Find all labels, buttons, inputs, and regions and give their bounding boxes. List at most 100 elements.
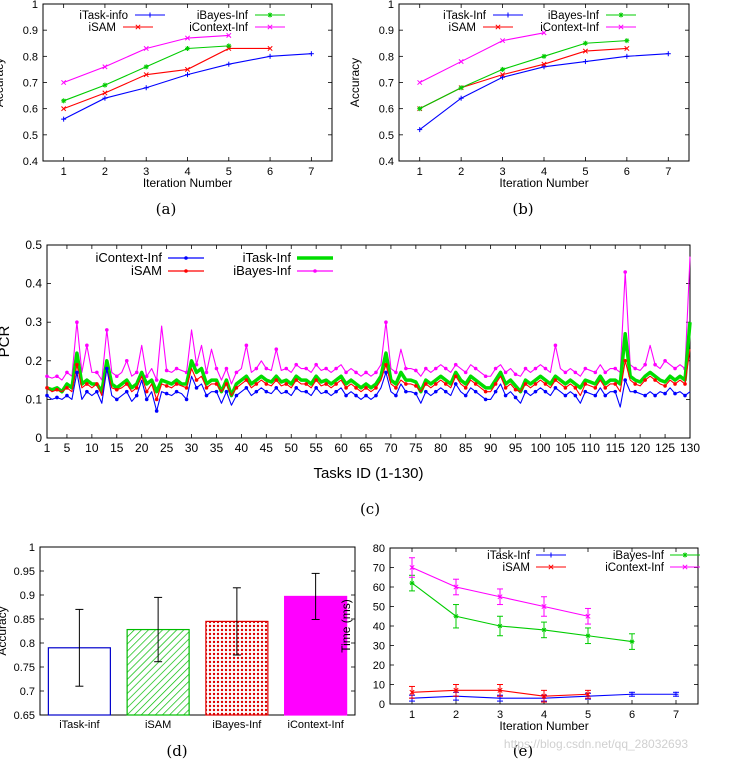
data-point <box>424 366 428 371</box>
data-point <box>244 343 249 348</box>
y-tick-label: 50 <box>373 602 385 614</box>
data-point <box>324 382 328 386</box>
plot-frame <box>42 3 333 162</box>
x-tick-label: 6 <box>629 709 635 721</box>
panel-b: 0.4 0.5 0.6 0.7 0.8 0.9 1 1 2 3 4 5 6 7 Iteration Numb… <box>348 0 690 190</box>
category-label: iBayes-Inf <box>212 719 262 731</box>
data-point <box>75 362 79 367</box>
x-axis-label: Iteration Number <box>143 176 232 190</box>
data-point <box>154 397 159 402</box>
data-point <box>85 343 89 348</box>
data-point <box>585 613 591 619</box>
data-point <box>184 386 189 390</box>
data-point <box>541 603 547 610</box>
data-point <box>364 393 368 398</box>
data-point <box>583 389 588 394</box>
legend-marker <box>184 269 188 273</box>
panel-e: 0 10 20 30 40 50 60 70 80 1 2 3 4 5 6 7 Iteration Number… <box>339 543 700 733</box>
x-tick-label: 20 <box>135 441 149 455</box>
data-point <box>443 366 448 371</box>
x-tick-label: 115 <box>606 441 625 455</box>
x-tick-label: 75 <box>409 441 423 455</box>
data-point <box>55 387 59 392</box>
legend-label: iTask-Inf <box>243 250 292 265</box>
caption-e: (e) <box>513 742 534 760</box>
data-point <box>424 389 428 394</box>
data-point <box>473 366 478 371</box>
y-tick-label: 0.8 <box>23 51 38 63</box>
data-point <box>443 389 448 394</box>
x-tick-label: 90 <box>484 441 498 455</box>
legend-iSAM: iSAM <box>449 22 513 34</box>
data-point <box>134 370 139 375</box>
data-point <box>533 389 538 394</box>
data-point <box>503 393 508 398</box>
data-point <box>404 366 408 371</box>
data-point <box>443 382 448 386</box>
data-point <box>613 389 618 394</box>
x-axis-label: Iteration Number <box>499 176 588 190</box>
y-tick-label: 0.6 <box>379 104 394 116</box>
x-tick-label: 85 <box>459 441 473 455</box>
data-point <box>194 378 199 382</box>
data-point <box>543 382 548 386</box>
data-point <box>533 366 538 371</box>
legend-iContext-Inf: iContext-Inf <box>540 22 636 34</box>
data-point <box>226 61 232 67</box>
data-point <box>334 366 338 371</box>
data-point <box>143 64 149 70</box>
data-point <box>673 691 679 697</box>
x-tick-label: 3 <box>500 166 506 178</box>
series-iBayes-Inf <box>417 38 630 112</box>
y-tick-label: 0.5 <box>23 130 38 142</box>
watermark: https://blog.csdn.net/qq_28032693 <box>504 737 688 751</box>
y-tick-label: 0.6 <box>23 104 38 116</box>
x-tick-label: 70 <box>384 441 398 455</box>
x-tick-label: 2 <box>458 166 464 178</box>
data-point <box>264 382 269 386</box>
data-point <box>294 378 299 382</box>
x-tick-label: 95 <box>509 441 523 455</box>
data-point <box>404 382 408 386</box>
data-point <box>65 393 69 398</box>
data-point <box>194 362 199 367</box>
data-point <box>593 386 598 390</box>
series-iSAM <box>417 45 630 112</box>
data-point <box>244 386 249 390</box>
data-point <box>304 382 308 386</box>
series-line <box>411 582 633 643</box>
y-axis-label: Time (ms) <box>339 599 353 653</box>
series-iSAM <box>409 684 591 703</box>
legend-marker <box>135 24 141 30</box>
data-point <box>463 370 468 375</box>
data-point <box>324 389 328 394</box>
series-iBayes-Inf <box>61 43 232 104</box>
data-point <box>683 393 687 398</box>
data-point <box>267 45 273 52</box>
data-point <box>503 370 508 375</box>
legend-marker <box>618 12 624 18</box>
legend-marker <box>682 564 688 570</box>
data-point <box>663 391 667 396</box>
series-iContext-Inf <box>409 557 591 625</box>
series-line <box>46 256 691 385</box>
x-tick-label: 110 <box>581 441 600 455</box>
data-point <box>234 386 239 390</box>
y-axis-label: Accuracy <box>348 58 362 107</box>
x-tick-label: 40 <box>235 441 249 455</box>
x-tick-label: 50 <box>285 441 299 455</box>
caption-c: (c) <box>360 500 380 518</box>
y-tick-label: 20 <box>373 660 385 672</box>
data-point <box>102 82 108 88</box>
x-tick-label: 65 <box>359 441 373 455</box>
y-axis-label: Accuracy <box>0 606 9 655</box>
x-axis-label: Tasks ID (1-130) <box>313 465 423 482</box>
data-point <box>633 366 637 371</box>
data-point <box>294 386 299 390</box>
series-iTask-Inf <box>46 322 692 398</box>
series-iContext-Inf <box>45 366 691 413</box>
caption-d: (d) <box>166 742 187 760</box>
data-point <box>105 366 109 371</box>
data-point <box>164 368 169 373</box>
x-tick-label: 1 <box>417 166 423 178</box>
